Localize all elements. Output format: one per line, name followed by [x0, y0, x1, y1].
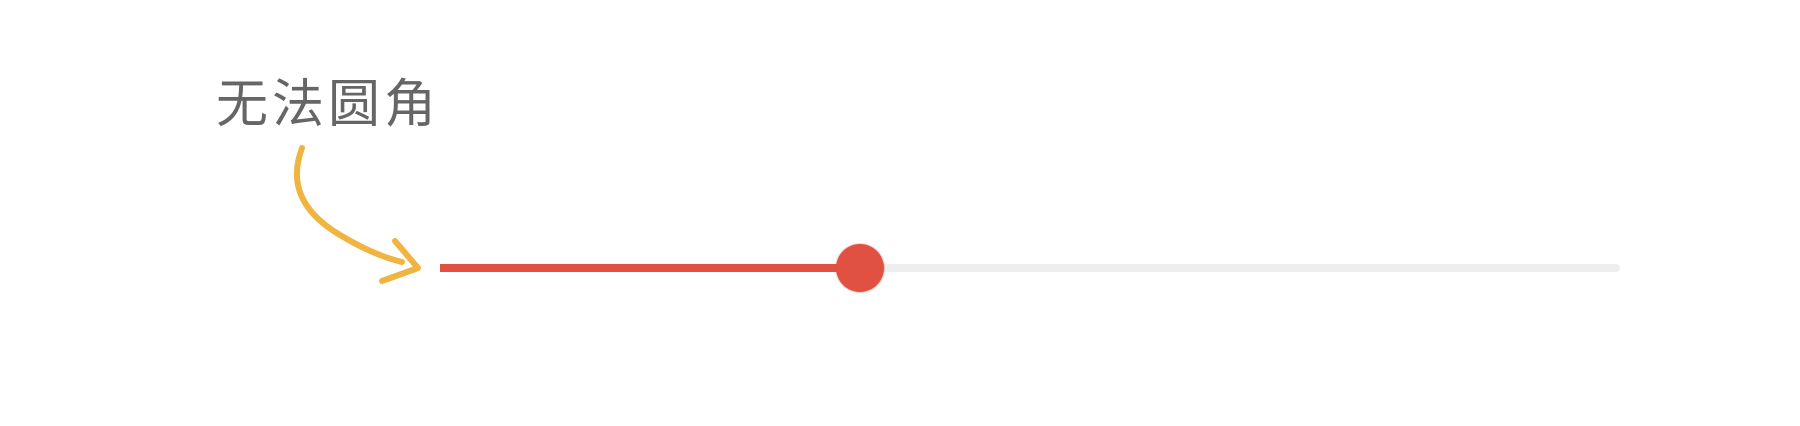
slider-fill — [440, 264, 861, 272]
slider-track[interactable] — [440, 264, 1620, 272]
curved-arrow-icon — [293, 145, 421, 284]
annotation-label: 无法圆角 — [216, 75, 441, 135]
progress-slider[interactable] — [440, 244, 1620, 292]
slider-thumb[interactable] — [836, 244, 885, 292]
